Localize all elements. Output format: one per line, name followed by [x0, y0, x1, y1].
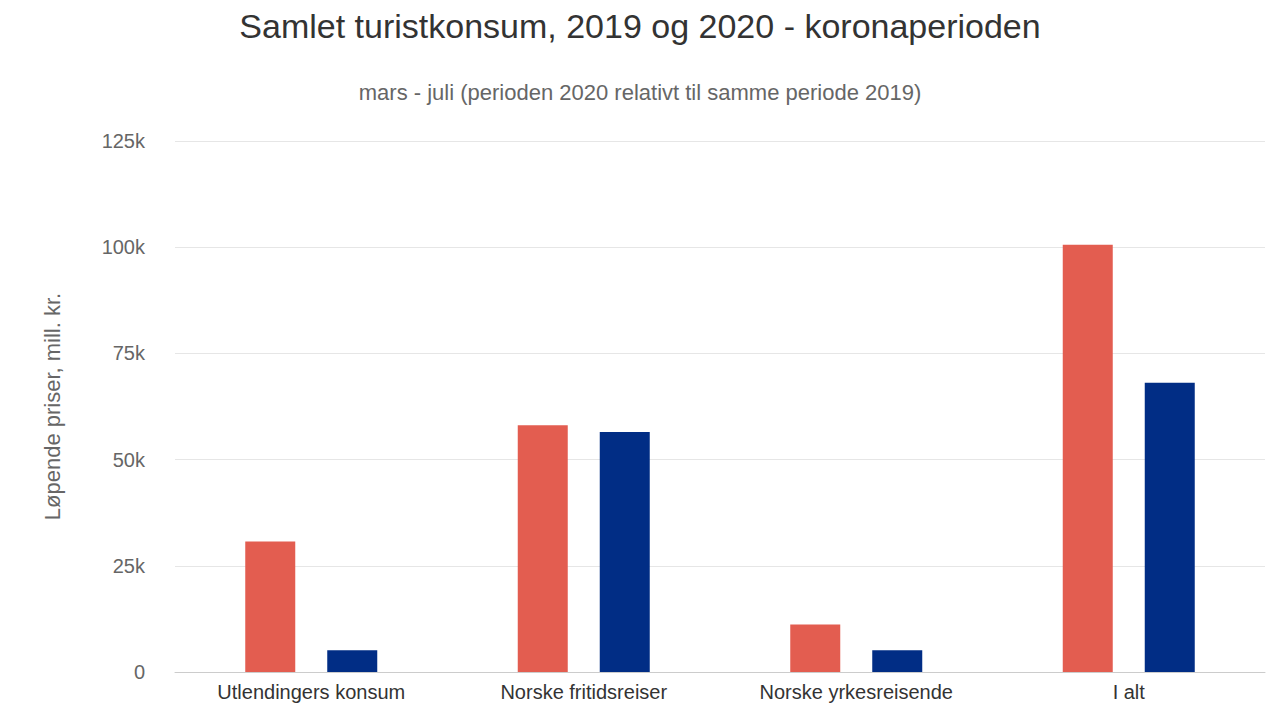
svg-text:125k: 125k: [102, 130, 146, 152]
svg-text:mars - juli (perioden 2020 rel: mars - juli (perioden 2020 relativt til …: [359, 80, 921, 105]
svg-text:Utlendingers konsum: Utlendingers konsum: [217, 681, 405, 703]
svg-text:50k: 50k: [113, 449, 146, 471]
svg-text:Norske fritidsreiser: Norske fritidsreiser: [500, 681, 667, 703]
svg-text:Samlet turistkonsum, 2019 og 2: Samlet turistkonsum, 2019 og 2020 - koro…: [239, 7, 1040, 45]
svg-text:25k: 25k: [113, 555, 146, 577]
svg-text:Løpende priser, mill. kr.: Løpende priser, mill. kr.: [40, 293, 65, 520]
svg-text:0: 0: [134, 661, 145, 683]
svg-text:75k: 75k: [113, 342, 146, 364]
svg-text:I alt: I alt: [1113, 681, 1146, 703]
svg-text:Norske yrkesreisende: Norske yrkesreisende: [760, 681, 953, 703]
svg-text:100k: 100k: [102, 236, 146, 258]
